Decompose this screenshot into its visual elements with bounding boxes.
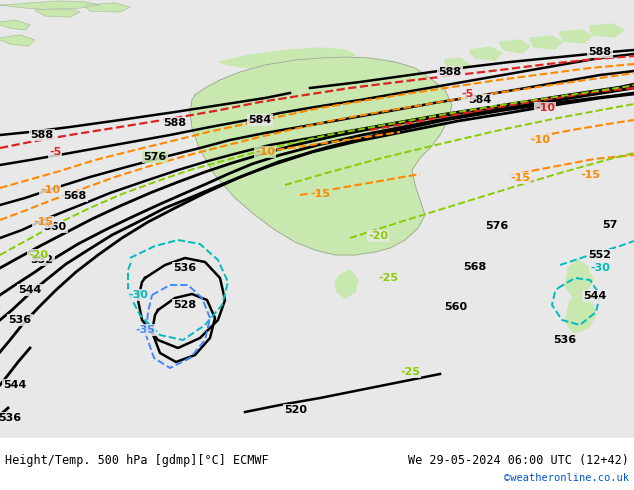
Text: -5: -5 (49, 147, 61, 157)
Text: -15: -15 (33, 217, 53, 227)
Polygon shape (590, 24, 624, 37)
Text: 568: 568 (63, 191, 87, 201)
Text: ©weatheronline.co.uk: ©weatheronline.co.uk (504, 473, 629, 483)
Polygon shape (190, 57, 452, 255)
Text: 588: 588 (164, 118, 186, 128)
Text: 588: 588 (588, 47, 612, 57)
Text: 520: 520 (285, 405, 307, 415)
Text: 536: 536 (0, 413, 22, 423)
Text: Height/Temp. 500 hPa [gdmp][°C] ECMWF: Height/Temp. 500 hPa [gdmp][°C] ECMWF (5, 454, 269, 466)
Text: 544: 544 (18, 285, 42, 295)
Text: 536: 536 (553, 335, 576, 345)
Polygon shape (500, 40, 530, 53)
Text: -25: -25 (378, 273, 398, 283)
Text: 568: 568 (463, 262, 487, 272)
Text: 544: 544 (583, 291, 607, 301)
Text: -30: -30 (128, 290, 148, 300)
Text: We 29-05-2024 06:00 UTC (12+42): We 29-05-2024 06:00 UTC (12+42) (408, 454, 629, 466)
Text: 576: 576 (143, 152, 167, 162)
Text: 552: 552 (588, 250, 612, 260)
Text: 588: 588 (439, 67, 462, 77)
Text: -20: -20 (28, 250, 48, 260)
Text: -15: -15 (580, 170, 600, 180)
Bar (0, 438, 634, 490)
Text: 536: 536 (174, 263, 197, 273)
Text: -20: -20 (368, 231, 388, 241)
Polygon shape (335, 270, 358, 298)
Text: 588: 588 (30, 130, 53, 140)
Text: -35: -35 (135, 325, 155, 335)
Text: -15: -15 (510, 173, 530, 183)
Text: -30: -30 (590, 263, 610, 273)
Polygon shape (565, 295, 596, 333)
Polygon shape (565, 260, 593, 297)
Text: 536: 536 (8, 315, 32, 325)
Text: 584: 584 (249, 115, 271, 125)
Polygon shape (445, 58, 470, 72)
Polygon shape (0, 35, 35, 46)
Text: -5: -5 (462, 89, 474, 99)
Polygon shape (530, 36, 562, 49)
Text: 544: 544 (3, 380, 27, 390)
Text: -25: -25 (400, 367, 420, 377)
Polygon shape (0, 1, 100, 10)
Polygon shape (35, 8, 80, 17)
Text: 57: 57 (602, 220, 618, 230)
Text: -10: -10 (535, 103, 555, 113)
Text: 576: 576 (486, 221, 508, 231)
Text: 528: 528 (174, 300, 197, 310)
Text: -15: -15 (310, 189, 330, 199)
Text: 560: 560 (444, 302, 467, 312)
Text: -10: -10 (255, 147, 275, 157)
Text: 552: 552 (30, 255, 53, 265)
Text: 584: 584 (469, 95, 491, 105)
Polygon shape (85, 3, 130, 12)
Polygon shape (470, 47, 502, 60)
Text: -10: -10 (40, 185, 60, 195)
Polygon shape (560, 30, 592, 43)
Polygon shape (0, 20, 30, 30)
Polygon shape (220, 48, 355, 68)
Text: -10: -10 (530, 135, 550, 145)
Text: 560: 560 (44, 222, 67, 232)
